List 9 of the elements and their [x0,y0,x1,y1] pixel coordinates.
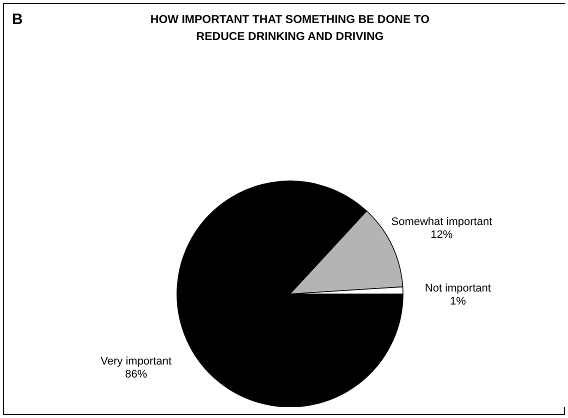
data-label: 1% [450,296,466,308]
data-label: 12% [430,228,453,241]
slice-label: Not important [424,282,491,295]
slice-label: Very important [100,355,172,368]
text: HOW IMPORTANT THAT SOMETHING BE DONE TO [150,14,430,26]
data-label: 86% [125,368,148,380]
slice-label: Somewhat important [391,216,492,228]
text: B [12,11,23,28]
text: REDUCE DRINKING AND DRIVING [196,31,384,43]
